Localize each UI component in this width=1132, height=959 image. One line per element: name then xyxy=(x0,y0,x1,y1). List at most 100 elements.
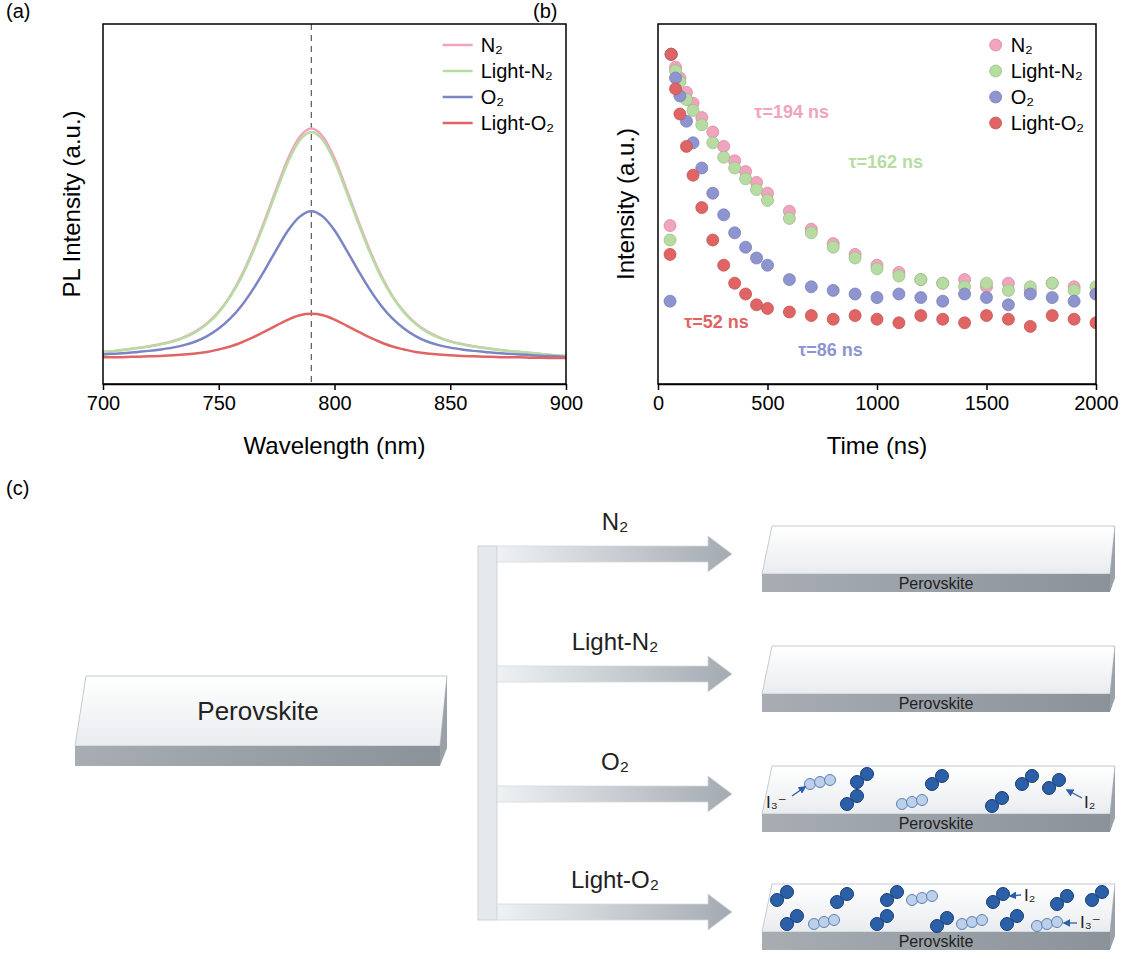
i2-molecule xyxy=(1086,886,1109,907)
legend-label: Light-N₂ xyxy=(1011,60,1083,82)
i2-molecule xyxy=(987,888,1010,909)
data-point xyxy=(696,202,708,214)
atom xyxy=(1096,886,1109,899)
data-point xyxy=(696,119,708,131)
data-point xyxy=(751,252,763,264)
x-tick: 0 xyxy=(653,384,664,414)
tick-label: 750 xyxy=(203,392,236,414)
atom xyxy=(977,915,988,926)
x-axis-title: Time (ns) xyxy=(827,432,927,459)
i3-molecule xyxy=(809,915,840,930)
slab-side xyxy=(1110,766,1115,832)
tick-label: 0 xyxy=(653,392,664,414)
atom xyxy=(897,799,908,810)
data-point xyxy=(893,270,905,282)
legend-label: Light-O₂ xyxy=(1011,112,1084,134)
data-point xyxy=(718,209,730,221)
data-point xyxy=(707,187,719,199)
x-axis-title: Wavelength (nm) xyxy=(244,432,426,459)
data-point xyxy=(670,83,682,95)
atom xyxy=(781,886,794,899)
data-point xyxy=(871,292,883,304)
series-points xyxy=(664,48,1096,332)
legend-entry: Light-N₂ xyxy=(990,60,1083,82)
leader-arrow xyxy=(1067,790,1082,798)
legend-entry: O₂ xyxy=(990,86,1034,108)
series-line xyxy=(103,128,566,356)
data-point xyxy=(751,299,763,311)
data-point xyxy=(762,194,774,206)
i3-molecule xyxy=(1032,917,1063,932)
legend-entry: Light-O₂ xyxy=(443,112,554,134)
slab-label: Perovskite xyxy=(899,575,974,592)
i2-molecule xyxy=(1051,890,1074,911)
data-point xyxy=(665,48,677,60)
atom xyxy=(936,770,949,783)
atom xyxy=(891,886,904,899)
data-point xyxy=(1002,313,1014,325)
atom xyxy=(917,795,928,806)
data-point xyxy=(718,140,730,152)
legend-label: Light-O₂ xyxy=(481,112,554,134)
annotation: τ=52 ns xyxy=(684,312,749,332)
data-point xyxy=(937,313,949,325)
chart-panel: 0500100015002000Time (ns)Intensity (a.u.… xyxy=(533,0,1119,459)
legend-label: Light-N₂ xyxy=(481,60,553,82)
atom xyxy=(1042,919,1053,930)
atom xyxy=(805,779,816,790)
data-point xyxy=(740,173,752,185)
data-point xyxy=(915,292,927,304)
data-point xyxy=(1090,317,1096,329)
series-points xyxy=(664,48,1096,296)
x-axis: 0500100015002000 xyxy=(653,384,1119,414)
legend-entry: N₂ xyxy=(990,34,1033,56)
y-axis-title: Intensity (a.u.) xyxy=(612,128,639,280)
atom xyxy=(1052,917,1063,928)
slab-label: Perovskite xyxy=(899,815,974,832)
x-tick: 2000 xyxy=(1074,384,1119,414)
atom xyxy=(917,893,928,904)
data-point xyxy=(805,310,817,322)
atom xyxy=(1053,774,1066,787)
i2-molecule xyxy=(926,770,949,791)
slab-top xyxy=(762,526,1115,574)
branch: Light-N₂Perovskite xyxy=(497,628,1115,712)
branch-arrow xyxy=(497,894,732,930)
data-point xyxy=(827,284,839,296)
data-point xyxy=(729,277,741,289)
data-point xyxy=(680,140,692,152)
plot-area xyxy=(664,48,1096,332)
i2-molecule xyxy=(1016,770,1039,791)
legend-entry: Light-O₂ xyxy=(990,112,1084,134)
panel-label: (a) xyxy=(6,0,30,22)
data-point xyxy=(937,277,949,289)
diagram: (c)PerovskiteN₂PerovskiteLight-N₂Perovsk… xyxy=(6,477,1115,950)
data-point xyxy=(915,310,927,322)
i2-molecule xyxy=(841,790,864,811)
atom xyxy=(957,919,968,930)
legend: N₂Light-N₂O₂Light-O₂ xyxy=(443,34,554,134)
tick-label: 700 xyxy=(87,392,120,414)
slab-label: Perovskite xyxy=(899,933,974,950)
data-point xyxy=(687,169,699,181)
leader-arrow xyxy=(1064,922,1077,923)
data-point xyxy=(664,248,676,260)
data-point xyxy=(981,292,993,304)
branch-label: O₂ xyxy=(601,748,629,775)
slab-top xyxy=(762,884,1115,932)
slab-top xyxy=(75,676,447,746)
data-point xyxy=(665,48,677,60)
legend-swatch xyxy=(443,44,473,47)
data-point xyxy=(1046,277,1058,289)
slab-edge xyxy=(762,814,1110,832)
legend-swatch xyxy=(443,96,473,99)
branch-label: Light-N₂ xyxy=(572,628,659,655)
i3-molecule xyxy=(897,795,928,810)
reference-line xyxy=(311,24,312,384)
atom xyxy=(1061,890,1074,903)
atom xyxy=(791,910,804,923)
x-tick: 1500 xyxy=(965,384,1010,414)
slab-edge xyxy=(762,932,1110,950)
plot-frame xyxy=(103,24,566,384)
panel-label: (c) xyxy=(6,477,29,499)
